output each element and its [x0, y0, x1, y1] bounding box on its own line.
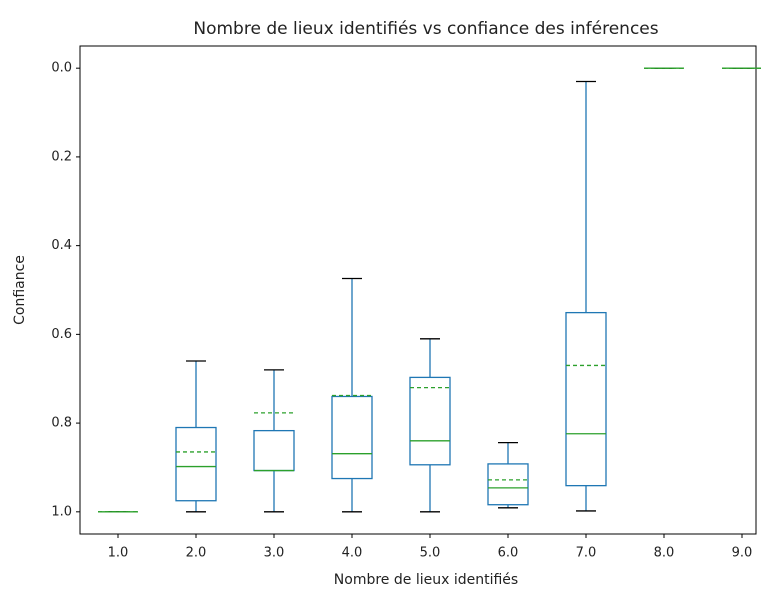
box: [175, 426, 217, 502]
x-axis-label: Nombre de lieux identifiés: [334, 572, 518, 588]
chart-title: Nombre de lieux identifiés vs confiance …: [193, 19, 658, 39]
box: [565, 311, 607, 487]
plot-frame: [79, 45, 757, 535]
box: [331, 395, 373, 480]
y-axis-label: Confiance: [12, 255, 28, 325]
x-tick-label: 8.0: [654, 546, 675, 561]
x-tick-label: 5.0: [420, 546, 441, 561]
box: [487, 463, 529, 506]
x-tick-label: 9.0: [732, 546, 753, 561]
y-tick-label: 0.6: [51, 327, 72, 342]
x-tick-label: 1.0: [108, 546, 129, 561]
x-tick-label: 2.0: [186, 546, 207, 561]
box: [253, 429, 295, 472]
x-tick-label: 6.0: [498, 546, 519, 561]
x-tick-label: 7.0: [576, 546, 597, 561]
x-tick-label: 4.0: [342, 546, 363, 561]
y-tick-label: 0.0: [51, 61, 72, 76]
y-tick-label: 0.4: [51, 238, 72, 253]
y-tick-label: 0.2: [51, 149, 72, 164]
box: [409, 376, 451, 466]
y-tick-label: 1.0: [51, 504, 72, 519]
x-tick-label: 3.0: [264, 546, 285, 561]
y-tick-label: 0.8: [51, 416, 72, 431]
